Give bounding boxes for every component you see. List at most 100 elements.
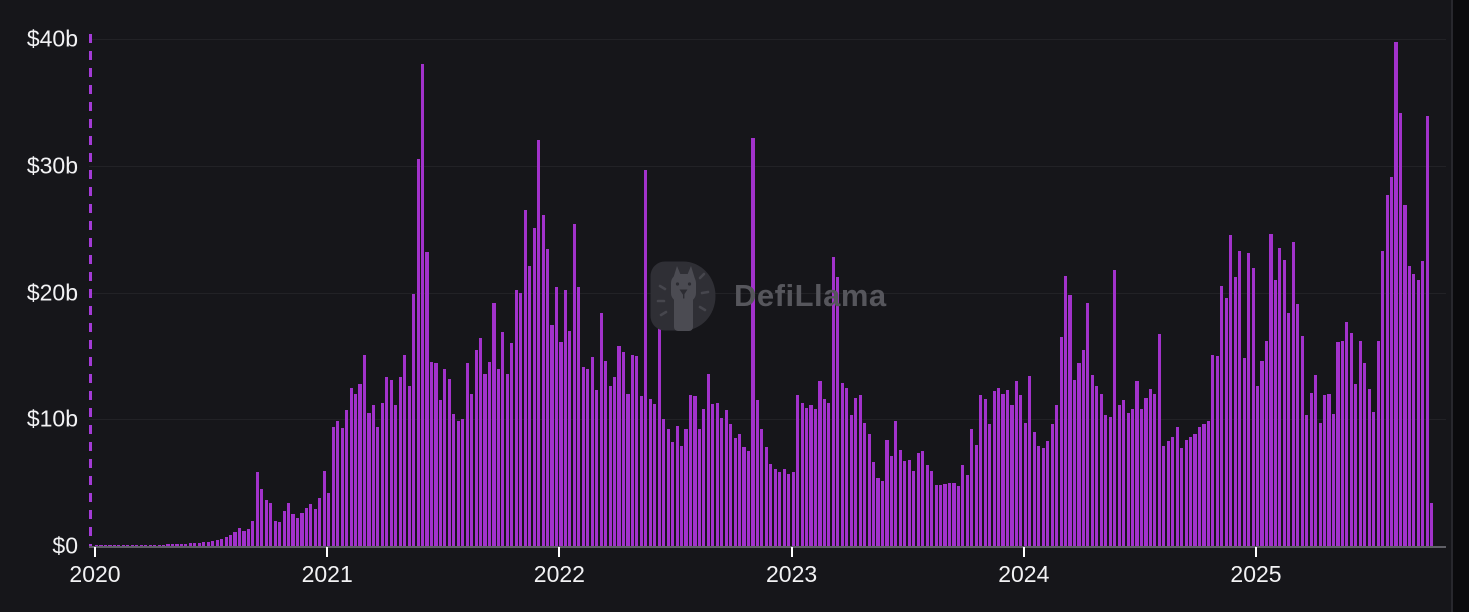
bar[interactable] bbox=[675, 425, 679, 546]
bar[interactable] bbox=[420, 64, 425, 546]
bar[interactable] bbox=[782, 468, 786, 546]
bar[interactable] bbox=[434, 363, 438, 546]
bar[interactable] bbox=[246, 528, 250, 546]
bar[interactable] bbox=[885, 439, 889, 546]
bar[interactable] bbox=[760, 429, 764, 546]
bar[interactable] bbox=[398, 377, 402, 546]
bar[interactable] bbox=[1349, 333, 1353, 546]
bar[interactable] bbox=[1055, 405, 1059, 546]
bar[interactable] bbox=[1014, 381, 1018, 546]
bar[interactable] bbox=[773, 468, 777, 546]
bar[interactable] bbox=[1372, 411, 1376, 546]
bar[interactable] bbox=[1148, 388, 1152, 546]
bar[interactable] bbox=[550, 325, 554, 546]
bar[interactable] bbox=[157, 544, 161, 546]
bar[interactable] bbox=[662, 419, 666, 546]
bar[interactable] bbox=[345, 410, 349, 546]
bar[interactable] bbox=[175, 544, 179, 546]
bar[interactable] bbox=[438, 400, 442, 546]
bar[interactable] bbox=[1090, 374, 1094, 546]
bar[interactable] bbox=[1296, 303, 1300, 546]
bar[interactable] bbox=[742, 447, 746, 546]
bar[interactable] bbox=[595, 390, 599, 546]
bar[interactable] bbox=[769, 463, 773, 546]
bar[interactable] bbox=[313, 509, 317, 546]
bar[interactable] bbox=[1153, 393, 1157, 546]
bar[interactable] bbox=[1001, 393, 1005, 546]
bar[interactable] bbox=[809, 405, 813, 546]
bar[interactable] bbox=[117, 545, 121, 546]
bar[interactable] bbox=[260, 488, 264, 546]
bar[interactable] bbox=[255, 472, 259, 546]
bar[interactable] bbox=[130, 545, 134, 546]
bar[interactable] bbox=[1305, 415, 1309, 546]
bar[interactable] bbox=[1291, 241, 1295, 546]
bar[interactable] bbox=[228, 534, 233, 546]
bar[interactable] bbox=[840, 382, 844, 546]
bar[interactable] bbox=[1238, 250, 1242, 546]
bar[interactable] bbox=[1421, 260, 1425, 546]
bar[interactable] bbox=[206, 541, 210, 546]
bar[interactable] bbox=[1430, 502, 1434, 546]
bar[interactable] bbox=[898, 449, 902, 546]
bar[interactable] bbox=[425, 251, 429, 546]
bar[interactable] bbox=[720, 417, 724, 546]
bar[interactable] bbox=[800, 402, 804, 546]
bar[interactable] bbox=[894, 420, 898, 546]
bar[interactable] bbox=[590, 357, 594, 546]
bar[interactable] bbox=[202, 542, 206, 546]
bar[interactable] bbox=[822, 398, 826, 546]
bar[interactable] bbox=[755, 400, 760, 546]
bar[interactable] bbox=[1005, 390, 1010, 546]
bar[interactable] bbox=[126, 545, 130, 546]
bar[interactable] bbox=[353, 393, 358, 546]
bar[interactable] bbox=[608, 386, 612, 546]
bar[interactable] bbox=[327, 492, 331, 546]
bar[interactable] bbox=[1367, 388, 1371, 546]
bar[interactable] bbox=[242, 531, 246, 546]
bar[interactable] bbox=[979, 395, 983, 546]
bar[interactable] bbox=[336, 420, 340, 546]
bar[interactable] bbox=[871, 462, 876, 546]
bar[interactable] bbox=[1175, 426, 1179, 546]
bar[interactable] bbox=[706, 373, 710, 546]
bar[interactable] bbox=[371, 405, 375, 546]
bar[interactable] bbox=[697, 429, 701, 546]
bar[interactable] bbox=[546, 249, 550, 546]
bar[interactable] bbox=[1278, 248, 1282, 546]
bar[interactable] bbox=[470, 393, 474, 546]
bar[interactable] bbox=[465, 363, 469, 546]
bar[interactable] bbox=[1108, 416, 1112, 546]
bar[interactable] bbox=[1340, 340, 1344, 546]
bar[interactable] bbox=[452, 414, 456, 546]
bar[interactable] bbox=[1139, 409, 1144, 546]
bar[interactable] bbox=[148, 545, 152, 546]
bar[interactable] bbox=[1416, 279, 1420, 546]
bar[interactable] bbox=[947, 482, 952, 546]
bar[interactable] bbox=[1113, 269, 1117, 546]
bar[interactable] bbox=[1224, 297, 1228, 546]
bar[interactable] bbox=[179, 543, 183, 546]
bar[interactable] bbox=[1403, 205, 1407, 546]
bar[interactable] bbox=[1019, 395, 1023, 546]
bar[interactable] bbox=[170, 544, 175, 546]
bar[interactable] bbox=[577, 287, 581, 546]
bar[interactable] bbox=[139, 545, 143, 546]
bar[interactable] bbox=[1162, 445, 1166, 546]
bar[interactable] bbox=[1126, 412, 1130, 546]
bar[interactable] bbox=[626, 393, 630, 546]
bar[interactable] bbox=[220, 539, 224, 546]
bar[interactable] bbox=[1171, 437, 1175, 546]
bar[interactable] bbox=[653, 404, 657, 546]
bar[interactable] bbox=[827, 402, 831, 546]
bar[interactable] bbox=[764, 447, 768, 546]
bar[interactable] bbox=[318, 497, 322, 546]
bar[interactable] bbox=[813, 409, 818, 546]
bar[interactable] bbox=[1407, 265, 1411, 546]
bar[interactable] bbox=[635, 355, 639, 546]
bar[interactable] bbox=[367, 412, 371, 546]
bar[interactable] bbox=[282, 510, 286, 546]
bar[interactable] bbox=[215, 540, 219, 546]
bar[interactable] bbox=[1300, 335, 1304, 546]
bar[interactable] bbox=[1354, 383, 1358, 546]
